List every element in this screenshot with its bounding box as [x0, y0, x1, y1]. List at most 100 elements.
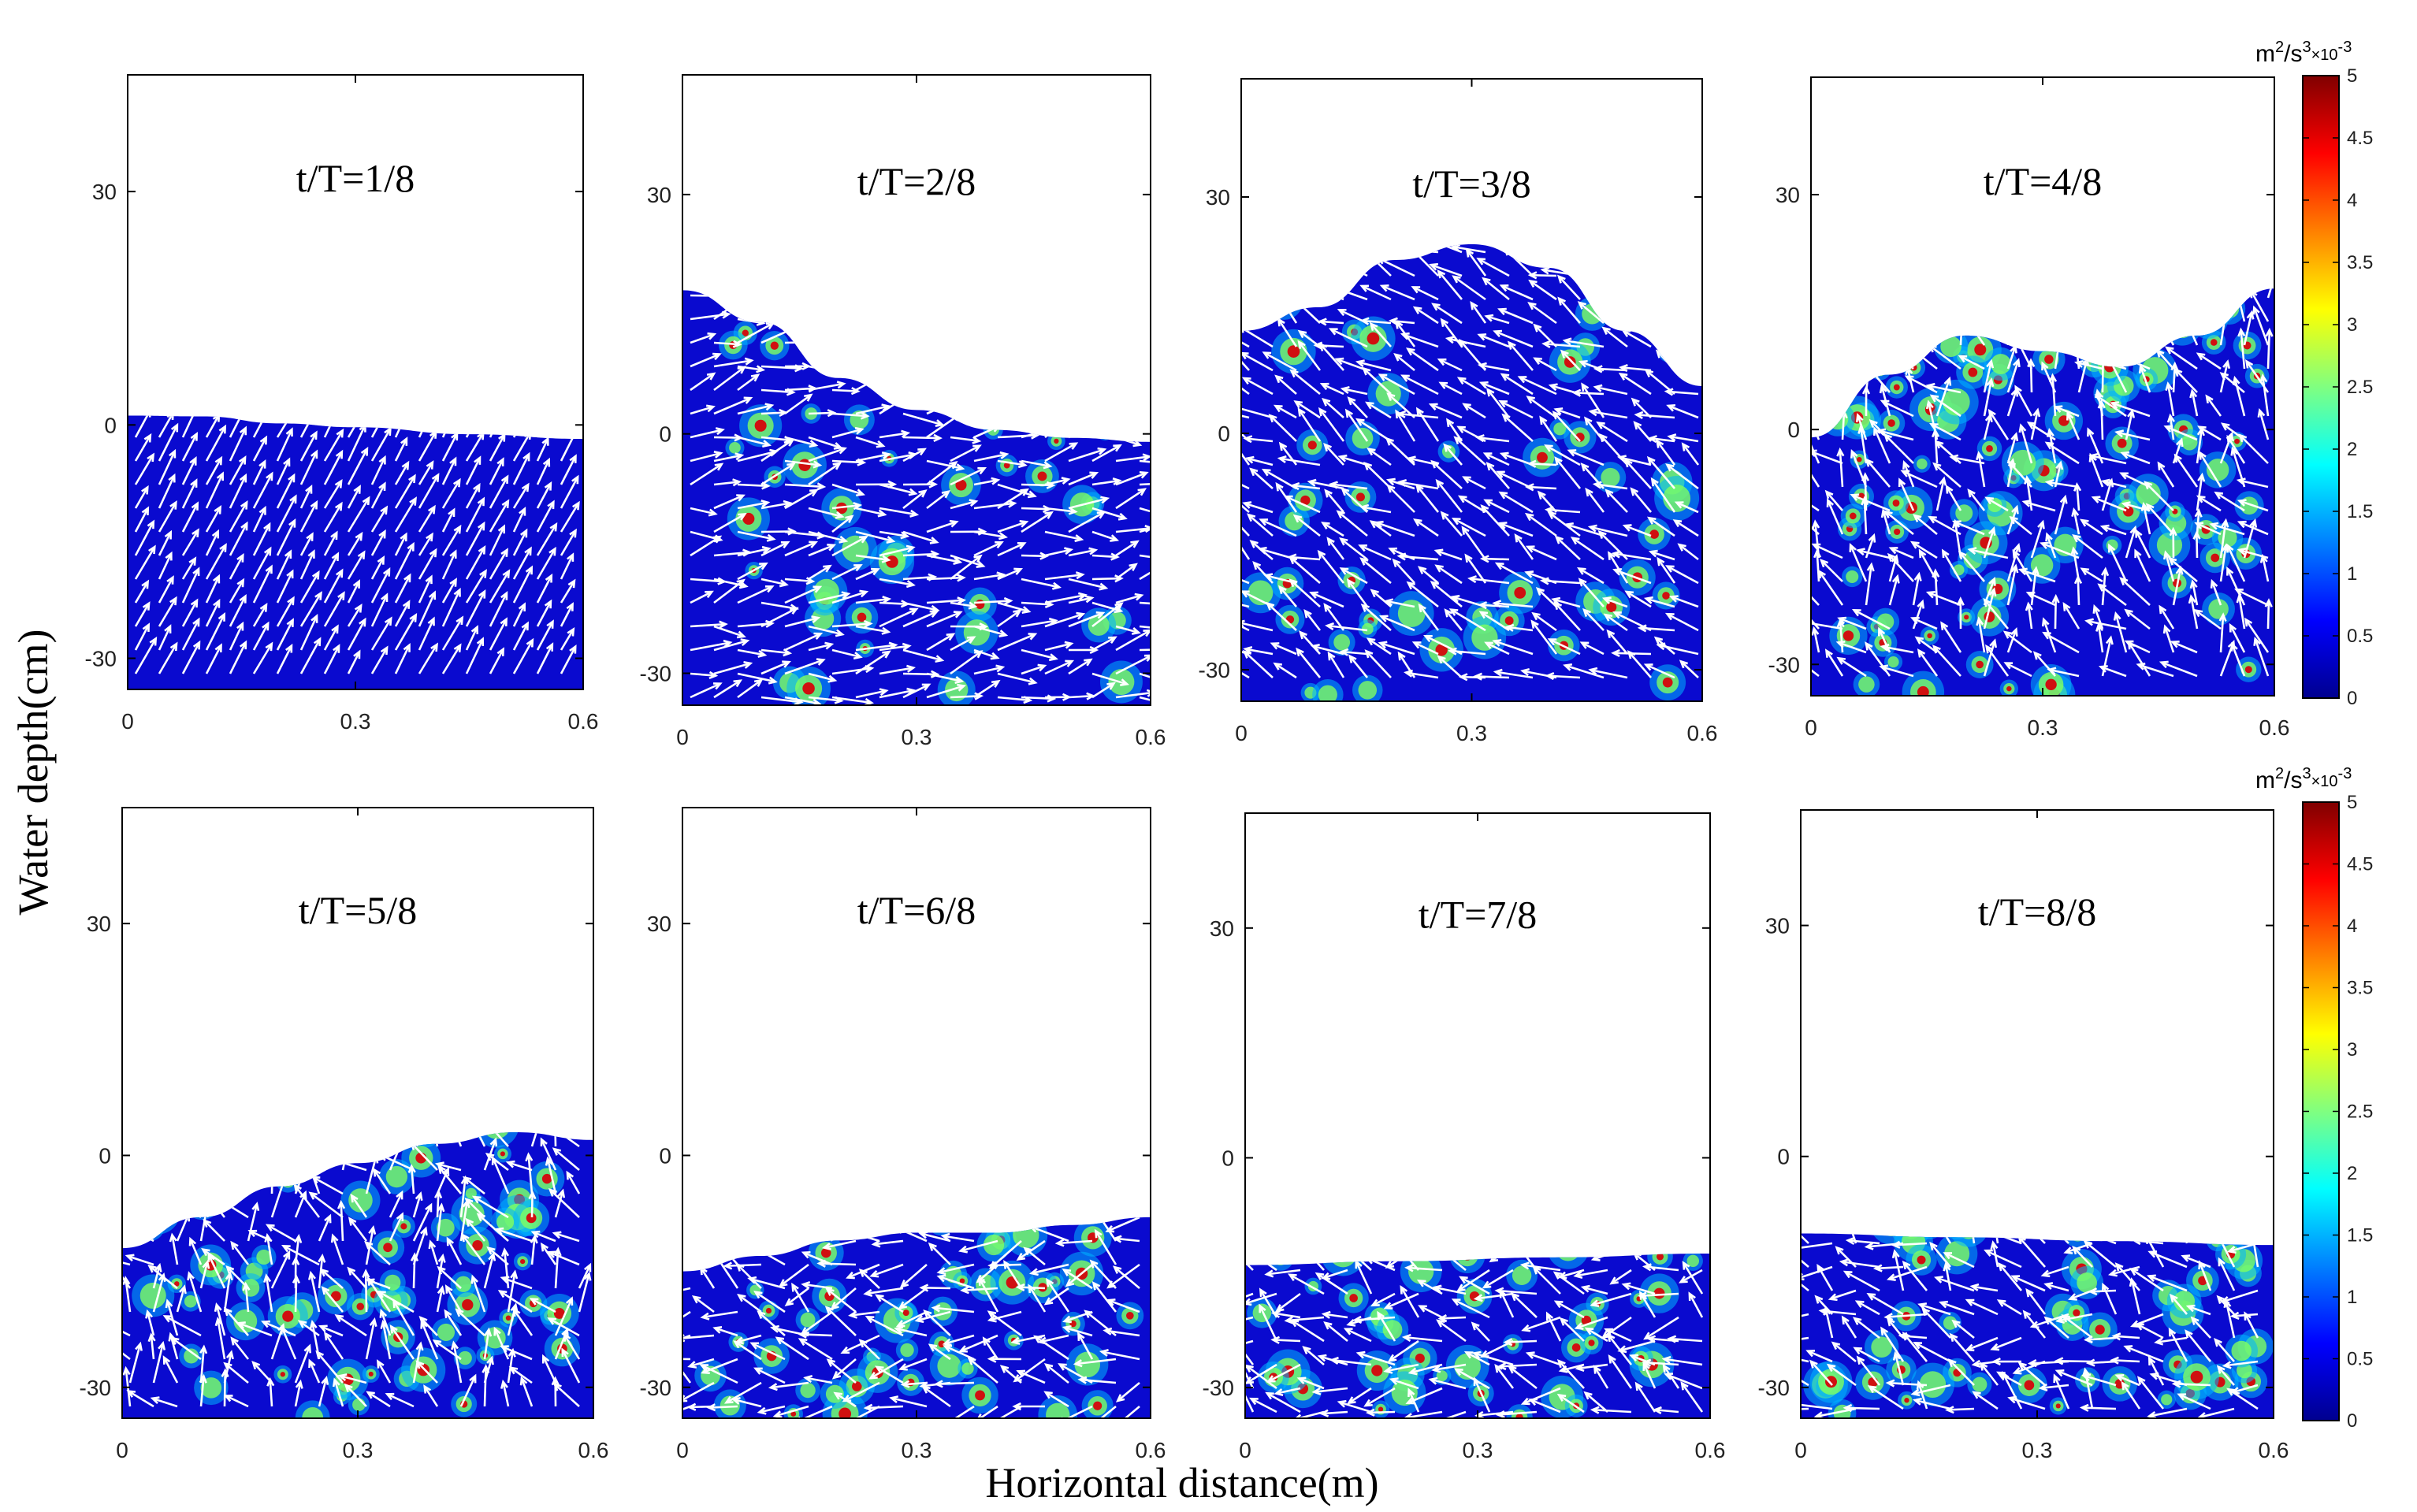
x-tick-label: 0	[116, 1438, 128, 1462]
colorbar-tick-label: 1	[2347, 1287, 2357, 1308]
panel-7: t/T=7/8 30 0 -30 0 0.3 0.6	[1203, 812, 1726, 1462]
panel-title: t/T=6/8	[857, 888, 976, 932]
y-tick-label: -30	[1199, 658, 1230, 682]
x-tick-label: 0.3	[343, 1438, 374, 1462]
y-tick-label: 0	[1222, 1146, 1234, 1170]
x-tick-label: 0.3	[2022, 1438, 2053, 1462]
x-tick-label: 0	[1794, 1438, 1807, 1462]
colorbar-tick-label: 3.5	[2347, 252, 2373, 273]
y-axis-label: Water depth(cm)	[9, 630, 57, 916]
x-tick-label: 0.6	[568, 709, 599, 734]
x-tick-label: 0	[1235, 721, 1248, 745]
x-tick-label: 0.3	[1456, 721, 1487, 745]
colorbar-tick-label: 5	[2347, 792, 2357, 813]
colorbar-unit: m2/s3×10-3	[2255, 765, 2352, 793]
colorbar-tick-label: 4.5	[2347, 854, 2373, 875]
y-tick-label: -30	[1758, 1376, 1790, 1400]
panel-title: t/T=2/8	[857, 159, 976, 203]
y-tick-label: 30	[647, 183, 671, 207]
colorbar-tick-label: 2	[2347, 439, 2357, 460]
x-tick-label: 0.3	[2028, 715, 2058, 740]
x-tick-label: 0	[1805, 715, 1817, 740]
panel-4: t/T=4/8 30 0 -30 0 0.3 0.6	[1768, 76, 2290, 740]
colorbar-tick-label: 3.5	[2347, 978, 2373, 999]
colorbar-tick-label: 4	[2347, 916, 2357, 937]
colorbar-tick-label: 0	[2347, 688, 2357, 709]
colorbar-tick-label: 4	[2347, 190, 2357, 211]
x-axis-label: Horizontal distance(m)	[985, 1459, 1378, 1506]
panel-6: t/T=6/8 30 0 -30 0 0.3 0.6	[640, 807, 1166, 1462]
x-tick-label: 0.6	[1687, 721, 1718, 745]
panel-2: t/T=2/8 30 0 -30 0 0.3 0.6	[640, 74, 1166, 749]
panel-grid: t/T=1/8 30 0 -30 0 0.3 0.6 t/T=2/8 30 0 -30 0 0.3 0.6…	[80, 74, 2290, 1462]
x-tick-label: 0.6	[1695, 1438, 1726, 1462]
y-tick-label: 30	[1210, 916, 1234, 941]
x-tick-label: 0.6	[2259, 715, 2290, 740]
velocity-vectors	[122, 1132, 592, 1408]
colorbar-1: 0 0.5 1 1.5 2 2.5 3 3.5 4 4.5 5m2/s3×10-3	[2255, 39, 2373, 709]
panel-title: t/T=7/8	[1419, 892, 1537, 936]
x-tick-label: 0	[676, 1438, 689, 1462]
colorbar-tick-label: 0.5	[2347, 626, 2373, 647]
panel-title: t/T=3/8	[1412, 162, 1530, 206]
colorbar-tick-label: 1	[2347, 563, 2357, 585]
y-tick-label: -30	[80, 1376, 111, 1400]
y-tick-label: 30	[1206, 185, 1230, 210]
x-tick-label: 0.3	[902, 1438, 932, 1462]
y-tick-label: -30	[640, 661, 671, 685]
panel-3: t/T=3/8 30 0 -30 0 0.3 0.6	[1199, 78, 1718, 745]
colorbar-tick-label: 1.5	[2347, 1225, 2373, 1246]
x-tick-label: 0.3	[1463, 1438, 1493, 1462]
colorbar-tick-label: 2	[2347, 1163, 2357, 1184]
panel-1: t/T=1/8 30 0 -30 0 0.3 0.6	[85, 74, 599, 734]
y-tick-label: 0	[1777, 1145, 1790, 1169]
colorbar-tick-label: 4.5	[2347, 128, 2373, 149]
y-tick-label: -30	[1203, 1376, 1234, 1400]
y-tick-label: 0	[104, 413, 117, 437]
panel-title: t/T=1/8	[296, 156, 415, 200]
x-tick-label: 0	[121, 709, 134, 734]
velocity-vectors	[134, 415, 580, 674]
y-tick-label: 30	[87, 912, 111, 936]
panel-title: t/T=8/8	[1978, 890, 2096, 934]
panel-title: t/T=5/8	[299, 888, 417, 932]
y-tick-label: -30	[1768, 652, 1800, 677]
panel-title: t/T=4/8	[1984, 159, 2102, 203]
y-tick-label: 0	[99, 1143, 111, 1168]
y-tick-label: 30	[647, 912, 671, 936]
y-tick-label: 30	[1765, 914, 1790, 938]
y-tick-label: 0	[1787, 418, 1800, 442]
x-tick-label: 0.6	[2259, 1438, 2289, 1462]
velocity-vectors	[682, 1217, 1140, 1418]
velocity-vectors	[1245, 1253, 1704, 1418]
y-tick-label: 0	[659, 422, 671, 447]
colorbar-tick-label: 0.5	[2347, 1349, 2373, 1370]
colorbar-tick-label: 3	[2347, 314, 2357, 336]
colorbar-2: 0 0.5 1 1.5 2 2.5 3 3.5 4 4.5 5m2/s3×10-3	[2255, 765, 2373, 1432]
colorbar-tick-label: 2.5	[2347, 1101, 2373, 1123]
x-tick-label: 0	[676, 725, 689, 749]
x-tick-label: 0	[1239, 1438, 1251, 1462]
velocity-vectors	[1811, 288, 2274, 678]
x-tick-label: 0.6	[578, 1438, 609, 1462]
panel-8: t/T=8/8 30 0 -30 0 0.3 0.6	[1758, 809, 2289, 1462]
y-tick-label: 0	[659, 1143, 671, 1168]
x-tick-label: 0.6	[1136, 725, 1166, 749]
colorbar-tick-label: 0	[2347, 1410, 2357, 1432]
panel-5: t/T=5/8 30 0 -30 0 0.3 0.6	[80, 807, 609, 1462]
colorbar-tick-label: 5	[2347, 65, 2357, 87]
y-tick-label: 30	[1776, 183, 1800, 207]
y-tick-label: -30	[85, 647, 117, 671]
y-tick-label: 0	[1218, 422, 1230, 446]
y-tick-label: 30	[92, 180, 117, 204]
x-tick-label: 0.6	[1136, 1438, 1166, 1462]
colorbar-tick-label: 2.5	[2347, 377, 2373, 398]
x-tick-label: 0.3	[902, 725, 932, 749]
colorbar-tick-label: 3	[2347, 1039, 2357, 1061]
x-tick-label: 0.3	[340, 709, 371, 734]
colorbar-unit: m2/s3×10-3	[2255, 39, 2352, 67]
y-tick-label: -30	[640, 1376, 671, 1400]
colorbars: 00.511.522.533.544.55m2/s3×10-300.511.52…	[2255, 39, 2373, 1432]
colorbar-tick-label: 1.5	[2347, 501, 2373, 522]
